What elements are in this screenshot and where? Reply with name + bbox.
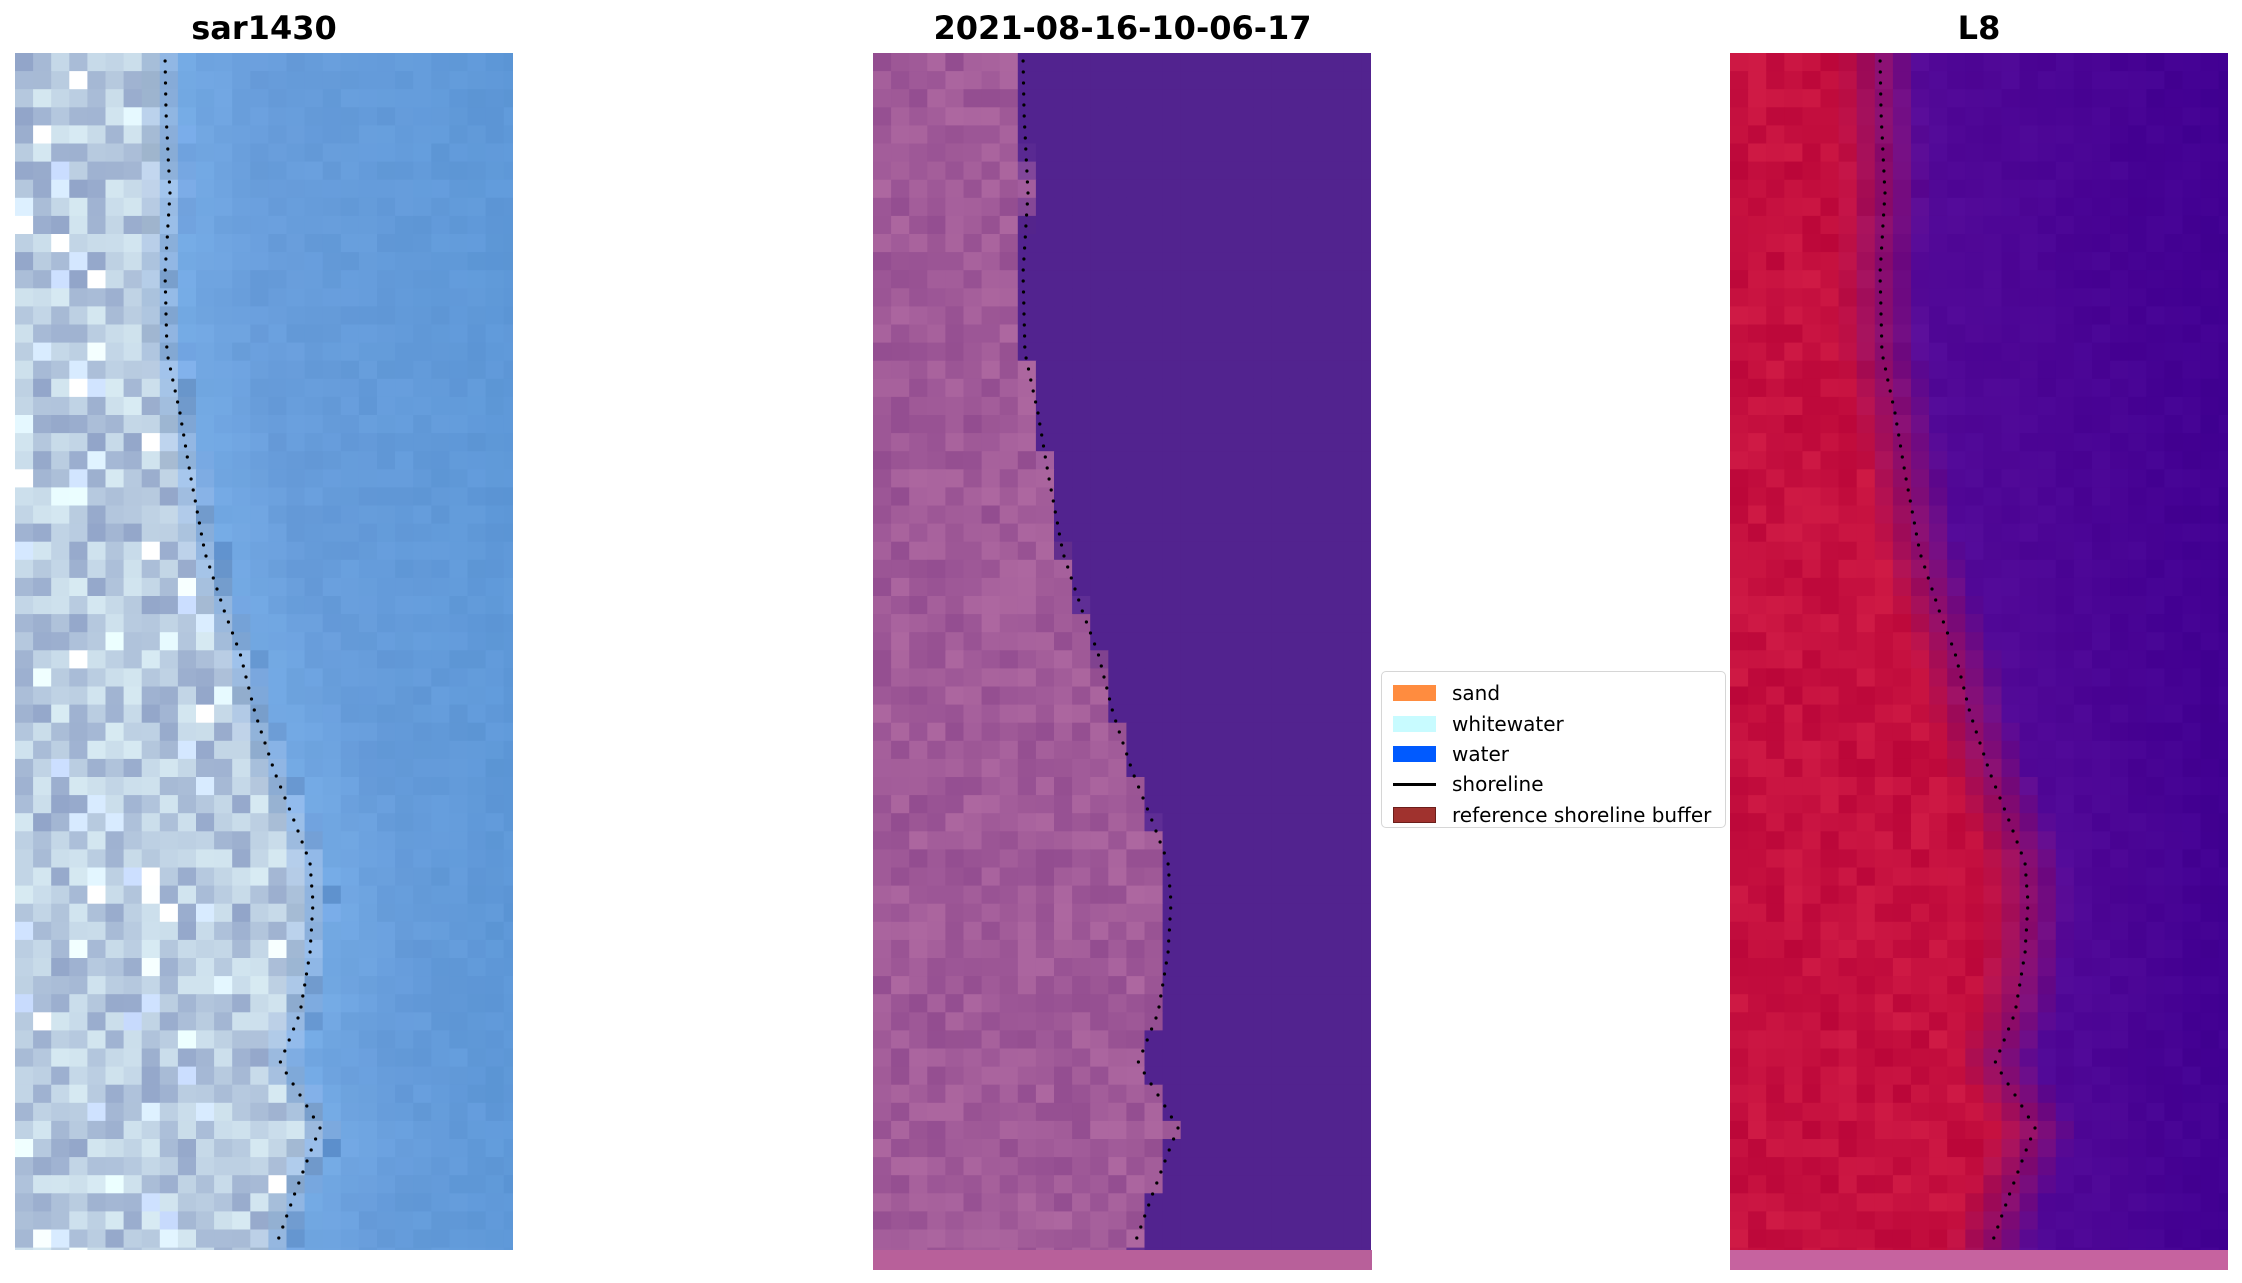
legend-item-sand: sand bbox=[1388, 678, 1725, 708]
panel-title-index: L8 bbox=[1957, 9, 2001, 47]
index-image-panel bbox=[1730, 53, 2228, 1270]
legend-item-shoreline: shoreline bbox=[1388, 769, 1725, 799]
legend-swatch-whitewater bbox=[1393, 715, 1436, 732]
legend-item-whitewater: whitewater bbox=[1388, 708, 1725, 738]
legend-label-sand: sand bbox=[1452, 681, 1501, 706]
shoreline-dots bbox=[163, 59, 322, 1240]
legend-swatch-water bbox=[1393, 745, 1436, 762]
index-image-pixels bbox=[1730, 53, 2228, 1250]
legend-label-reference-buffer: reference shoreline buffer bbox=[1452, 802, 1712, 827]
classified-image-panel bbox=[873, 53, 1372, 1270]
panel-title-rgb: sar1430 bbox=[191, 9, 337, 47]
legend-label-water: water bbox=[1452, 741, 1509, 766]
legend-item-reference-buffer: reference shoreline buffer bbox=[1388, 800, 1725, 830]
reference-buffer-strip bbox=[1730, 1250, 2228, 1270]
shoreline-dots bbox=[1021, 59, 1180, 1240]
rgb-image-pixels bbox=[15, 53, 513, 1250]
shoreline-dots bbox=[1878, 59, 2037, 1240]
legend-label-shoreline: shoreline bbox=[1452, 772, 1544, 797]
reference-buffer-strip bbox=[873, 1250, 1372, 1270]
legend-line-shoreline bbox=[1393, 782, 1436, 786]
legend-swatch-reference-buffer bbox=[1393, 806, 1436, 823]
classified-image-pixels bbox=[873, 53, 1371, 1250]
legend: sand whitewater water shoreline referenc… bbox=[1381, 671, 1726, 828]
legend-swatch-sand bbox=[1393, 685, 1436, 702]
legend-label-whitewater: whitewater bbox=[1452, 711, 1564, 736]
rgb-image-panel bbox=[15, 53, 513, 1250]
panel-title-classified: 2021-08-16-10-06-17 bbox=[933, 9, 1312, 47]
legend-item-water: water bbox=[1388, 739, 1725, 769]
